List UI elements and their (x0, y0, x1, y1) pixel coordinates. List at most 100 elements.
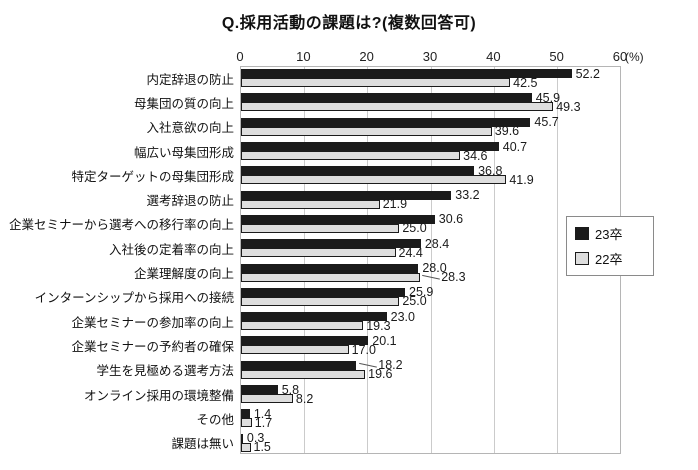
value-label: 28.4 (424, 236, 450, 251)
value-label: 49.3 (556, 99, 581, 114)
chart-title: Q.採用活動の課題は?(複数回答可) (221, 15, 477, 32)
value-label: 41.9 (509, 172, 534, 187)
bar-23卒: 25.9 (241, 286, 433, 298)
gridline (367, 67, 369, 453)
value-label: 30.6 (438, 212, 464, 227)
bar-22卒: 42.5 (241, 76, 538, 88)
x-axis-tick-label: 30 (422, 49, 438, 64)
value-label: 19.3 (366, 318, 391, 333)
category-label: 企業セミナーの参加率の向上 (71, 315, 234, 330)
value-label: 24.4 (398, 245, 423, 260)
bar-23卒: 36.8 (241, 165, 502, 177)
x-axis-tick-label: 50 (549, 49, 564, 64)
x-axis-unit-label: (%) (625, 50, 644, 64)
value-label: 21.9 (382, 196, 408, 211)
chart-row: 母集団の質の向上 45.9 49.3 (0, 90, 698, 114)
category-label: オンライン採用の環境整備 (83, 388, 234, 403)
gridline (493, 67, 495, 453)
bar-23卒: 40.7 (241, 140, 527, 152)
bar-group: 1.4 1.7 (241, 406, 621, 430)
bar-22卒: 1.5 (241, 441, 271, 453)
category-label: 企業理解度の向上 (133, 267, 234, 282)
value-label: 25.9 (409, 285, 434, 300)
value-label: 33.2 (455, 187, 480, 202)
category-label: 学生を見極める選考方法 (96, 364, 234, 379)
value-label: 40.7 (502, 139, 528, 154)
value-label: 28.3 (441, 269, 466, 284)
bar-22卒: 41.9 (241, 174, 534, 186)
value-label: 1.5 (253, 439, 271, 454)
bar-group: 18.2 19.6 (241, 358, 621, 382)
category-label: 企業セミナーから選考への移行率の向上 (8, 218, 234, 233)
bar-22卒: 19.6 (241, 368, 392, 380)
bar-group: 52.2 42.5 (241, 66, 621, 90)
legend-label: 22卒 (595, 252, 623, 267)
bar-23卒: 45.9 (241, 92, 560, 104)
legend-item-23: 23卒 (575, 224, 645, 243)
chart-body: 内定辞退の防止 52.2 42.5 母集団の質の向上 45.9 49.3 入社意欲の… (0, 66, 698, 456)
bar-23卒: 18.2 (241, 359, 403, 371)
category-label: 企業セミナーの予約者の確保 (71, 339, 234, 354)
bar-group: 33.2 21.9 (241, 187, 621, 211)
legend-label: 23卒 (595, 227, 623, 242)
category-label: 幅広い母集団形成 (133, 145, 234, 160)
value-label: 34.6 (463, 148, 488, 163)
legend-item-22: 22卒 (575, 249, 645, 268)
bar-group: 5.8 8.2 (241, 382, 621, 406)
bar-22卒: 34.6 (241, 149, 487, 161)
bar-22卒: 17.0 (241, 344, 376, 356)
category-label: 入社意欲の向上 (146, 121, 234, 136)
chart-row: 学生を見極める選考方法 18.2 19.6 (0, 358, 698, 382)
legend-swatch-gray (575, 252, 589, 265)
bar-22卒: 25.0 (241, 222, 427, 234)
value-label: 19.6 (368, 366, 393, 381)
bar-23卒: 28.0 (241, 262, 447, 274)
value-label: 1.7 (254, 415, 273, 430)
chart-row: 企業セミナーの予約者の確保 20.1 17.0 (0, 333, 698, 357)
value-label: 0.3 (246, 430, 265, 445)
chart-row: 特定ターゲットの母集団形成 36.8 41.9 (0, 163, 698, 187)
bar-group: 23.0 19.3 (241, 309, 621, 333)
value-label: 39.6 (494, 123, 520, 138)
bar-group: 45.7 39.6 (241, 115, 621, 139)
bar-group: 20.1 17.0 (241, 333, 621, 357)
gridline (304, 67, 306, 453)
category-label: インターンシップから採用への接続 (34, 291, 234, 306)
chart-row: 幅広い母集団形成 40.7 34.6 (0, 139, 698, 163)
value-label: 42.5 (513, 75, 538, 90)
x-axis-tick-label: 20 (359, 49, 374, 64)
bar-23卒: 45.7 (241, 116, 559, 128)
chart-rows: 内定辞退の防止 52.2 42.5 母集団の質の向上 45.9 49.3 入社意欲の… (0, 66, 698, 455)
x-axis-tick-label: 60 (612, 49, 628, 64)
bar-22卒: 19.3 (241, 319, 391, 331)
category-label: 特定ターゲットの母集団形成 (71, 169, 234, 184)
bar-23卒: 52.2 (241, 67, 600, 79)
chart-row: 企業セミナーから選考への移行率の向上 30.6 25.0 (0, 212, 698, 236)
gridline (430, 67, 432, 453)
x-axis-tick-label: 0 (236, 49, 244, 64)
value-label: 45.7 (534, 114, 559, 129)
chart-row: 入社後の定着率の向上 28.4 24.4 (0, 236, 698, 260)
category-label: 入社後の定着率の向上 (108, 242, 234, 257)
x-axis-tick-label: 40 (486, 49, 501, 64)
bar-group: 45.9 49.3 (241, 90, 621, 114)
bar-group: 36.8 41.9 (241, 163, 621, 187)
bar-23卒: 23.0 (241, 310, 415, 322)
value-label: 23.0 (390, 309, 415, 324)
value-label: 1.4 (253, 406, 272, 421)
value-label: 52.2 (575, 66, 600, 81)
chart-row: 内定辞退の防止 52.2 42.5 (0, 66, 698, 90)
bar-23卒: 0.3 (241, 432, 264, 444)
category-label: その他 (196, 412, 234, 427)
chart-row: オンライン採用の環境整備 5.8 8.2 (0, 382, 698, 406)
bar-22卒: 24.4 (241, 246, 423, 258)
category-label: 課題は無い (171, 437, 234, 452)
bar-22卒: 8.2 (241, 392, 313, 404)
x-axis-tick-label: 10 (296, 49, 311, 64)
value-label: 45.9 (535, 90, 561, 105)
bar-23卒: 1.4 (241, 408, 271, 420)
bar-22卒: 1.7 (241, 417, 272, 429)
chart-row: 課題は無い 0.3 1.5 (0, 430, 698, 454)
bar-23卒: 5.8 (241, 383, 299, 395)
